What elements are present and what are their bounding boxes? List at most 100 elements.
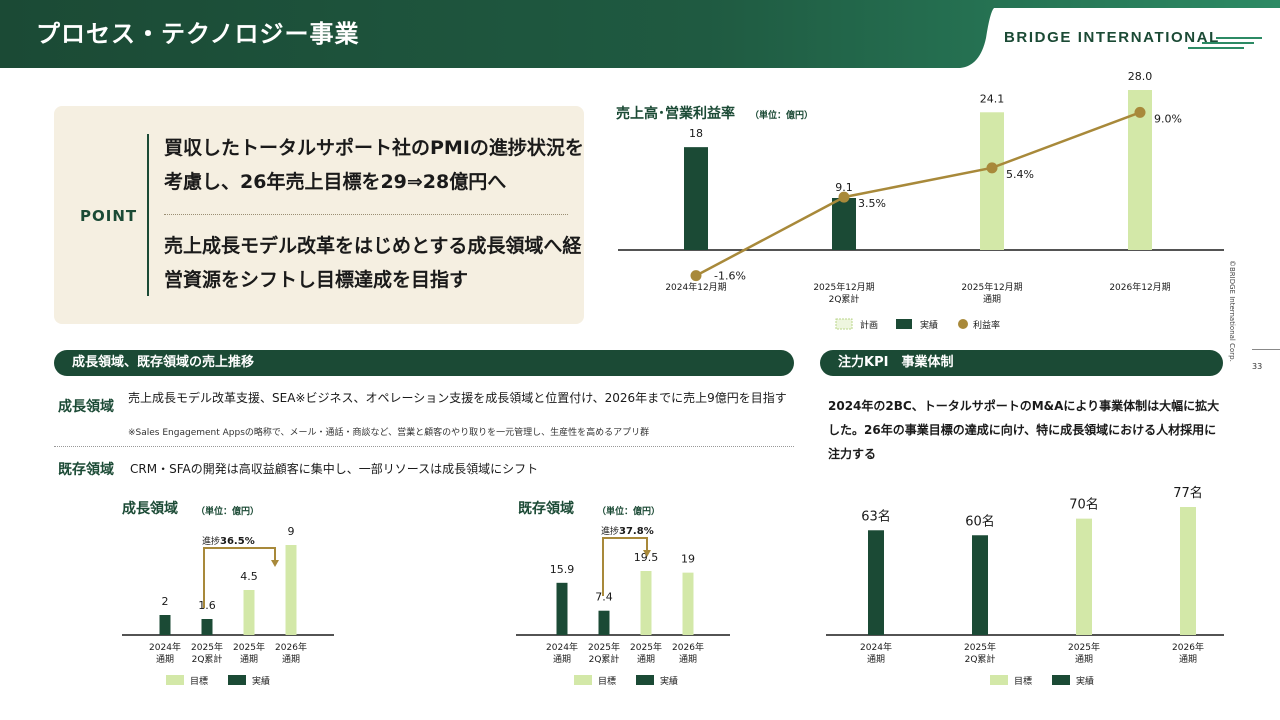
margin-label: 5.4% xyxy=(1006,168,1034,181)
point-box xyxy=(54,106,584,324)
existing-legend-swatch-actual xyxy=(636,675,654,685)
legend-label-plan: 計画 xyxy=(860,319,878,331)
legend-label-actual: 実績 xyxy=(920,319,938,331)
existing-bar-label: 7.4 xyxy=(595,591,613,604)
page-rule xyxy=(1252,349,1280,350)
sales-bar-label: 24.1 xyxy=(980,92,1005,105)
sales-tick-label: 2025年12月期 xyxy=(961,281,1022,293)
existing-legend-swatch-target xyxy=(574,675,592,685)
sales-bar-label: 18 xyxy=(689,127,703,140)
growth-chart-unit: （単位：億円） xyxy=(196,507,260,517)
headcount-tick-label: 2026年 xyxy=(1172,641,1204,653)
growth-bar xyxy=(285,545,297,635)
existing-bar xyxy=(682,572,694,635)
growth-segment-note: ※Sales Engagement Appsの略称で、メール・通話・商談など、営… xyxy=(128,428,650,438)
growth-tick-label: 通期 xyxy=(156,654,174,665)
margin-line xyxy=(695,111,1141,277)
existing-segment-label: 既存領域 xyxy=(58,462,114,478)
point-text-2: 売上成長モデル改革をはじめとする成長領域へ経営資源をシフトし目標達成を目指す xyxy=(164,235,582,291)
point-label: POINT xyxy=(80,207,138,225)
sales-bar-label: 28.0 xyxy=(1128,70,1153,83)
headcount-bar-label: 70名 xyxy=(1069,497,1099,513)
sales-chart-unit: （単位：億円） xyxy=(750,111,814,121)
existing-progress-bracket xyxy=(602,537,648,596)
sales-tick-label: 2025年12月期 xyxy=(813,281,874,293)
existing-tick-label: 2026年 xyxy=(672,641,704,653)
growth-bar-label: 1.6 xyxy=(198,599,216,612)
growth-bar xyxy=(243,590,255,635)
point-dotted-divider xyxy=(164,214,568,215)
margin-point xyxy=(1134,106,1146,118)
sales-tick-label: 2024年12月期 xyxy=(665,281,726,293)
growth-progress-bracket xyxy=(203,547,276,608)
growth-tick-label: 2025年 xyxy=(191,641,223,653)
headcount-bar xyxy=(1180,507,1196,635)
sales-tick-label: 2026年12月期 xyxy=(1109,281,1170,293)
point-divider xyxy=(147,134,149,296)
existing-bar xyxy=(598,610,610,635)
sales-tick-label: 2Q累計 xyxy=(829,293,860,305)
headcount-bar xyxy=(1076,518,1092,635)
headcount-tick-label: 2Q累計 xyxy=(965,653,996,665)
headcount-tick-label: 2025年 xyxy=(1068,641,1100,653)
margin-point xyxy=(986,162,998,174)
growth-legend-label-actual: 実績 xyxy=(252,675,270,687)
headcount-tick-label: 通期 xyxy=(867,654,885,665)
headcount-tick-label: 通期 xyxy=(1075,654,1093,665)
existing-legend-label-actual: 実績 xyxy=(660,675,678,687)
growth-tick-label: 2Q累計 xyxy=(192,653,223,665)
existing-tick-label: 2024年 xyxy=(546,641,578,653)
growth-bar xyxy=(201,619,213,635)
headcount-tick-label: 2024年 xyxy=(860,641,892,653)
existing-segment-desc: CRM・SFAの開発は高収益顧客に集中し、一部リソースは成長領域にシフト xyxy=(130,462,539,476)
headcount-tick-label: 通期 xyxy=(1179,654,1197,665)
existing-chart-unit: （単位：億円） xyxy=(597,507,661,517)
growth-tick-label: 2025年 xyxy=(233,641,265,653)
existing-tick-label: 通期 xyxy=(679,654,697,665)
margin-point xyxy=(690,270,702,282)
existing-bar-label: 19.5 xyxy=(634,551,659,564)
headcount-legend-swatch-target xyxy=(990,675,1008,685)
margin-label: -1.6% xyxy=(714,270,746,283)
growth-bar-label: 9 xyxy=(288,525,295,538)
existing-legend-label-target: 目標 xyxy=(598,675,616,687)
growth-progress-arrow-icon xyxy=(271,560,279,567)
sales-chart-title: 売上高･営業利益率 xyxy=(616,106,735,122)
growth-bar xyxy=(159,615,171,635)
logo-lines-icon xyxy=(1188,37,1262,49)
existing-tick-label: 通期 xyxy=(553,654,571,665)
section-bar-kpi: 注力KPI 事業体制 xyxy=(820,350,1223,376)
growth-chart-title: 成長領域 xyxy=(122,501,178,517)
sales-bar-label: 9.1 xyxy=(835,181,853,194)
headcount-tick-label: 2025年 xyxy=(964,641,996,653)
sales-bar xyxy=(980,112,1004,251)
sales-tick-label: 通期 xyxy=(983,294,1001,305)
existing-progress-label: 進捗37.8% xyxy=(601,525,654,537)
headcount-bar-label: 63名 xyxy=(861,508,891,524)
existing-tick-label: 2025年 xyxy=(630,641,662,653)
growth-legend-label-target: 目標 xyxy=(190,675,208,687)
existing-bar-label: 19 xyxy=(681,553,695,566)
growth-legend-swatch-target xyxy=(166,675,184,685)
brand-logo: BRIDGE INTERNATIONAL xyxy=(1004,29,1220,46)
headcount-legend-label-actual: 実績 xyxy=(1076,675,1094,687)
growth-segment-label: 成長領域 xyxy=(58,399,114,415)
growth-tick-label: 2024年 xyxy=(149,641,181,653)
section-bar-growth: 成長領域、既存領域の売上推移 xyxy=(54,350,794,376)
growth-tick-label: 2026年 xyxy=(275,641,307,653)
growth-progress-label: 進捗36.5% xyxy=(202,535,255,547)
existing-chart-title: 既存領域 xyxy=(518,501,574,517)
headcount-bar xyxy=(972,535,988,635)
headcount-legend-swatch-actual xyxy=(1052,675,1070,685)
page-number: 33 xyxy=(1252,362,1263,371)
margin-point xyxy=(838,191,850,203)
existing-tick-label: 通期 xyxy=(637,654,655,665)
sales-bar xyxy=(832,198,856,250)
growth-segment-desc: 売上成長モデル改革支援、SEA※ビジネス、オペレーション支援を成長領域と位置付け… xyxy=(128,391,787,405)
point-text-1: 買収したトータルサポート社のPMIの進捗状況を考慮し、26年売上目標を29⇒28… xyxy=(164,137,584,193)
sales-bar xyxy=(684,147,708,250)
growth-tick-label: 通期 xyxy=(240,654,258,665)
existing-tick-label: 2025年 xyxy=(588,641,620,653)
